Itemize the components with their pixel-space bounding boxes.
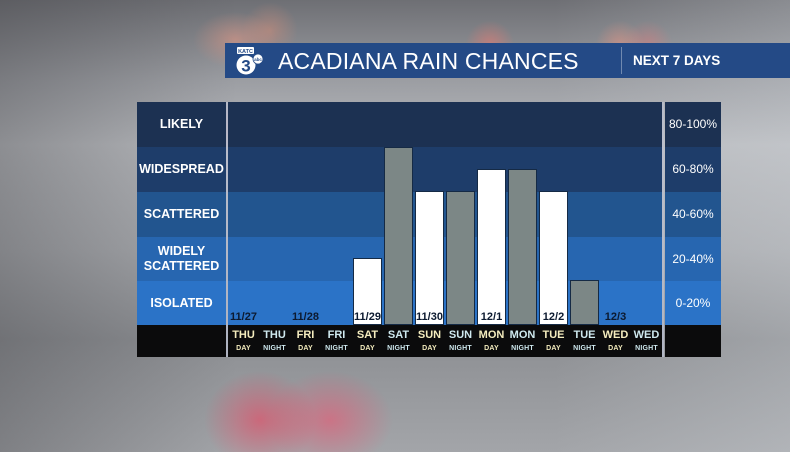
bar-mon-night bbox=[508, 169, 537, 325]
rain-chance-chart bbox=[228, 102, 662, 325]
range-column-footer bbox=[665, 325, 721, 357]
day-name: SUN bbox=[417, 329, 442, 341]
katc-3-logo-icon: KATC 3 abc bbox=[236, 47, 264, 76]
day-label-strip bbox=[228, 325, 662, 357]
range-label-40-60: 40-60% bbox=[665, 192, 721, 237]
period-name: DAY bbox=[422, 345, 437, 352]
period-name: DAY bbox=[298, 345, 313, 352]
date-label: 12/2 bbox=[542, 311, 565, 323]
day-name: SUN bbox=[448, 329, 473, 341]
date-label: 11/30 bbox=[416, 311, 443, 323]
day-name: WED bbox=[633, 329, 660, 341]
date-label: 12/3 bbox=[604, 311, 627, 323]
date-label: 11/27 bbox=[230, 311, 257, 323]
period-label-sun-night: SUN NIGHT bbox=[445, 329, 476, 355]
date-label: 11/29 bbox=[354, 311, 381, 323]
period-label-sun-day: SUN DAY bbox=[414, 329, 445, 355]
period-label-thu-night: THU NIGHT bbox=[259, 329, 290, 355]
bar-sun-night bbox=[446, 191, 475, 325]
category-label-likely: LIKELY bbox=[137, 102, 226, 147]
day-name: THU bbox=[263, 329, 286, 341]
bar-sun-day bbox=[415, 191, 444, 325]
period-name: DAY bbox=[484, 345, 499, 352]
period-label-mon-night: MON NIGHT bbox=[507, 329, 538, 355]
range-label-60-80: 60-80% bbox=[665, 147, 721, 192]
range-label-20-40: 20-40% bbox=[665, 237, 721, 281]
date-label: 11/28 bbox=[292, 311, 319, 323]
period-label-sat-night: SAT NIGHT bbox=[383, 329, 414, 355]
range-label-0-20: 0-20% bbox=[665, 281, 721, 325]
period-name: DAY bbox=[546, 345, 561, 352]
period-label-tue-night: TUE NIGHT bbox=[569, 329, 600, 355]
day-name: THU bbox=[232, 329, 255, 341]
period-label-tue-day: TUE DAY bbox=[538, 329, 569, 355]
period-name: NIGHT bbox=[511, 345, 534, 352]
period-label-mon-day: MON DAY bbox=[476, 329, 507, 355]
period-label-wed-day: WED DAY bbox=[600, 329, 631, 355]
period-label-sat-day: SAT DAY bbox=[352, 329, 383, 355]
label-column-footer bbox=[137, 325, 226, 357]
category-label-widely-scattered: WIDELY SCATTERED bbox=[137, 237, 226, 281]
day-name: MON bbox=[478, 329, 505, 341]
period-name: DAY bbox=[360, 345, 375, 352]
svg-text:abc: abc bbox=[254, 57, 262, 62]
title-bar: KATC 3 abc ACADIANA RAIN CHANCES NEXT 7 … bbox=[225, 43, 790, 78]
period-name: NIGHT bbox=[449, 345, 472, 352]
band-likely bbox=[228, 102, 662, 147]
day-name: FRI bbox=[296, 329, 315, 341]
day-name: TUE bbox=[542, 329, 565, 341]
period-label-thu-day: THU DAY bbox=[228, 329, 259, 355]
day-name: WED bbox=[602, 329, 629, 341]
category-label-widespread: WIDESPREAD bbox=[137, 147, 226, 192]
band-scattered bbox=[228, 192, 662, 237]
band-widespread bbox=[228, 147, 662, 192]
day-name: TUE bbox=[573, 329, 596, 341]
bar-sat-night bbox=[384, 147, 413, 325]
period-label-wed-night: WED NIGHT bbox=[631, 329, 662, 355]
period-name: NIGHT bbox=[325, 345, 348, 352]
bar-tue-day bbox=[539, 191, 568, 325]
period-name: NIGHT bbox=[263, 345, 286, 352]
page-title: ACADIANA RAIN CHANCES bbox=[278, 48, 579, 74]
bar-sat-day bbox=[353, 258, 382, 325]
svg-text:3: 3 bbox=[241, 57, 250, 76]
right-divider bbox=[662, 102, 664, 357]
day-name: FRI bbox=[327, 329, 346, 341]
day-name: SAT bbox=[387, 329, 410, 341]
day-name: MON bbox=[509, 329, 536, 341]
period-name: NIGHT bbox=[573, 345, 596, 352]
period-label-fri-night: FRI NIGHT bbox=[321, 329, 352, 355]
left-divider bbox=[226, 102, 228, 357]
period-name: DAY bbox=[236, 345, 251, 352]
date-label: 12/1 bbox=[480, 311, 503, 323]
period-name: DAY bbox=[608, 345, 623, 352]
category-label-isolated: ISOLATED bbox=[137, 281, 226, 325]
bar-tue-night bbox=[570, 280, 599, 325]
range-label-80-100: 80-100% bbox=[665, 102, 721, 147]
bar-mon-day bbox=[477, 169, 506, 325]
svg-text:KATC: KATC bbox=[238, 49, 253, 55]
title-divider bbox=[621, 47, 622, 74]
period-name: NIGHT bbox=[387, 345, 410, 352]
category-label-scattered: SCATTERED bbox=[137, 192, 226, 237]
band-widely-scattered bbox=[228, 237, 662, 281]
period-name: NIGHT bbox=[635, 345, 658, 352]
page-subtitle: NEXT 7 DAYS bbox=[633, 53, 721, 68]
period-label-fri-day: FRI DAY bbox=[290, 329, 321, 355]
day-name: SAT bbox=[356, 329, 379, 341]
